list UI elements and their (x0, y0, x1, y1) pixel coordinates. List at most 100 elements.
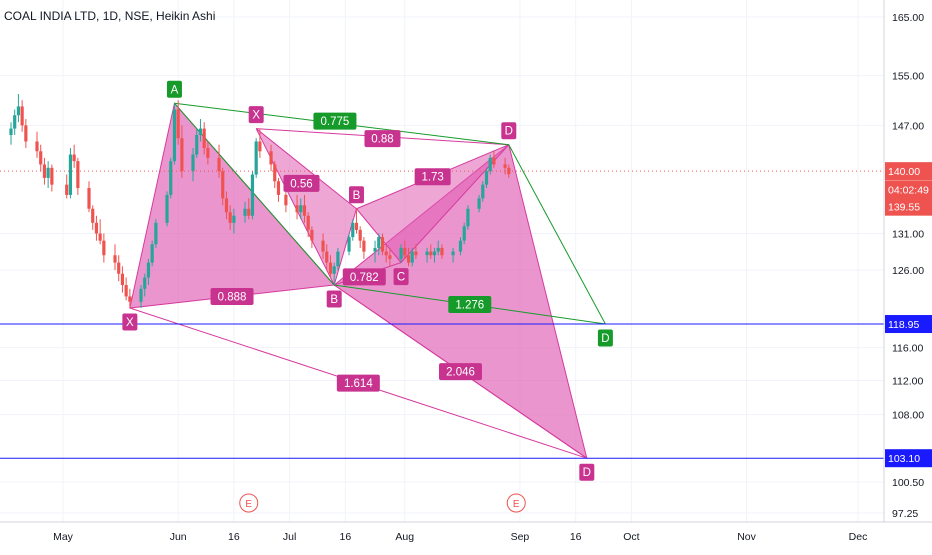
candle-body-74 (403, 247, 407, 256)
candle-body-27 (150, 244, 154, 263)
ratio-small-173-text: 1.73 (421, 172, 443, 184)
label-large-x-bg (122, 313, 138, 331)
ratio-small-088-text: 0.88 (371, 134, 393, 146)
candle-body-91 (492, 157, 496, 165)
candle-body-55 (302, 205, 307, 216)
ratio-large-1614-bg (336, 374, 380, 392)
candle-body-92 (503, 164, 507, 168)
label-small-c-text: C (397, 272, 405, 284)
candle-body-83 (451, 251, 455, 256)
x-tick-label-2: 16 (228, 531, 240, 543)
candle-body-37 (202, 128, 206, 148)
x-tick-label-8: Oct (623, 531, 639, 543)
candle-body-13 (76, 161, 80, 189)
candle-body-32 (176, 109, 180, 139)
x-tick-label-10: Dec (849, 531, 868, 543)
ratio-small-088: 0.88 (364, 130, 401, 148)
candle-body-3 (20, 106, 24, 126)
candle-body-16 (94, 222, 99, 234)
candle-body-40 (221, 171, 225, 199)
label-large-b-a-bg (326, 290, 342, 308)
candle-body-8 (46, 167, 50, 178)
candle-body-53 (295, 205, 299, 213)
candle-body-6 (39, 151, 43, 165)
y-tick-label-6: 112.00 (892, 376, 923, 388)
price-label-bg-1 (885, 180, 932, 199)
event-marker-0[interactable]: E (239, 493, 259, 513)
candle-body-50 (273, 164, 277, 182)
event-marker-1[interactable]: E (506, 493, 526, 513)
candle-body-19 (113, 255, 117, 263)
candle-body-85 (462, 226, 466, 241)
candle-body-11 (68, 154, 73, 195)
candle-body-72 (388, 255, 392, 259)
event-marker-circle-1 (506, 493, 526, 513)
ratio-small-056-text: 0.56 (290, 178, 312, 190)
candle-body-77 (414, 251, 418, 256)
projection-cd-line (508, 144, 606, 325)
small-pattern-xab-triangle (255, 128, 358, 287)
candle-body-46 (250, 174, 255, 216)
label-large-b-a: B (326, 290, 342, 308)
price-label-3: 118.95 (888, 319, 919, 331)
candle-body-63 (347, 237, 351, 252)
candle-body-4 (24, 125, 28, 142)
candle-body-86 (466, 208, 470, 227)
candle-body-20 (117, 262, 121, 274)
candle-body-5 (35, 141, 39, 152)
y-tick-label-5: 116.00 (892, 343, 923, 355)
candle-body-29 (165, 194, 169, 223)
price-axis[interactable]: 165.00 155.00 147.00 131.00 126.00 116.00 112.… (883, 0, 932, 550)
candle-body-82 (440, 247, 444, 256)
candle-body-47 (254, 141, 258, 175)
candle-body-59 (325, 251, 329, 263)
candle-body-73 (399, 247, 403, 259)
candle-body-34 (191, 154, 195, 172)
candle-body-45 (247, 208, 251, 216)
candle-body-14 (87, 188, 91, 209)
label-large-d: D (579, 463, 595, 481)
ratio-small-0782-bg (342, 268, 386, 286)
candle-body-78 (425, 251, 429, 256)
label-small-b-text: B (353, 190, 361, 202)
pattern-labels: X A X B B C D D D 0.888 1.614 2.046 0.56 0.782 1.73 0.8… (122, 80, 613, 481)
candle-body-69 (377, 237, 381, 248)
x-tick-label-0: May (53, 531, 74, 543)
candle-body-0 (9, 128, 13, 135)
time-axis[interactable]: May Jun 16 Jul 16 Aug Sep 16 Oct Nov Dec (0, 521, 932, 543)
label-small-x-bg (248, 106, 264, 124)
candle-body-84 (458, 240, 463, 252)
candle-body-9 (50, 167, 54, 185)
y-tick-label-1: 155.00 (892, 71, 924, 83)
candle-body-57 (310, 229, 314, 241)
ratio-projection-1276-text: 1.276 (455, 300, 484, 312)
candle-body-10 (65, 184, 69, 195)
candle-body-39 (217, 157, 221, 172)
candle-body-70 (380, 237, 385, 252)
y-tick-label-0: 165.00 (892, 12, 924, 24)
candle-body-25 (143, 277, 147, 289)
candle-body-64 (351, 222, 355, 238)
candle-body-23 (128, 296, 132, 302)
y-tick-label-7: 108.00 (892, 410, 924, 422)
candle-body-15 (91, 208, 95, 223)
label-small-c: C (393, 268, 409, 286)
x-tick-label-4: 16 (339, 531, 351, 543)
x-tick-label-3: Jul (283, 531, 296, 543)
chart-title: COAL INDIA LTD, 1D, NSE, Heikin Ashi (4, 9, 216, 23)
x-tick-label-5: Aug (395, 531, 414, 543)
x-tick-label-9: Nov (737, 531, 756, 543)
ratio-small-088-bg (364, 130, 401, 148)
label-projection-a-text: A (171, 84, 179, 96)
label-projection-a: A (166, 80, 182, 98)
candle-body-51 (276, 181, 281, 195)
price-label-2: 139.55 (888, 202, 920, 214)
label-projection-a-bg (166, 80, 182, 98)
event-marker-text-0: E (245, 499, 252, 510)
candle-body-81 (436, 247, 440, 252)
x-tick-label-6: Sep (511, 531, 530, 543)
candle-body-52 (284, 194, 288, 206)
